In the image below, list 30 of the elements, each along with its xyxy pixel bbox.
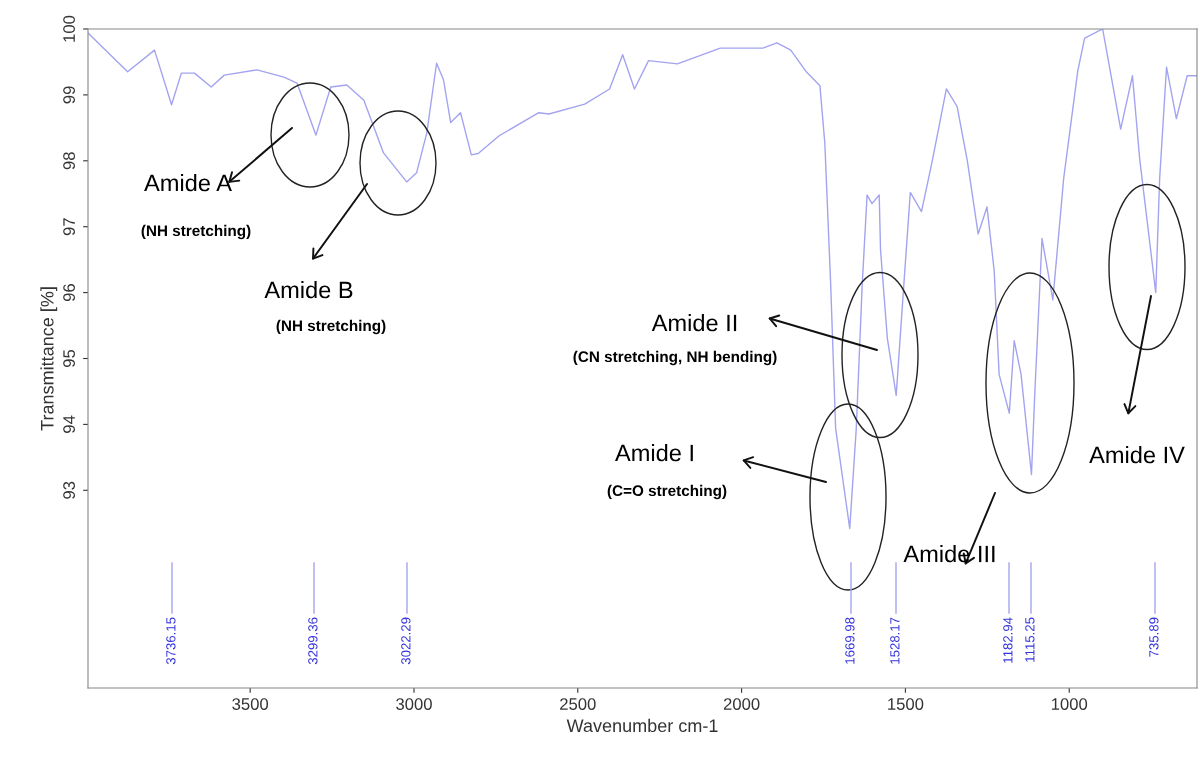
annotation: 3736.15 <box>166 617 176 665</box>
x-axis-title: Wavenumber cm-1 <box>566 718 718 733</box>
annotation: 1115.25 <box>1025 617 1035 662</box>
y-tick-label: 100 <box>63 15 75 42</box>
annotation: 3299.36 <box>308 617 318 665</box>
y-tick-label: 96 <box>63 284 75 302</box>
annotation: Amide B (NH stretching) <box>264 281 386 335</box>
y-tick-label: 93 <box>63 481 75 499</box>
annotation: Amide IV <box>1089 445 1185 464</box>
annotation: 3022.29 <box>401 617 411 665</box>
x-tick-label: 2500 <box>560 698 596 710</box>
y-tick-label: 98 <box>63 152 75 170</box>
annotation: Amide II (CN stretching, NH bending) <box>573 313 777 366</box>
annotation: 1182.94 <box>1003 617 1013 663</box>
annotation: Amide I (C=O stretching) <box>607 443 727 500</box>
annotation: Amide III <box>903 544 995 563</box>
annotation: 735.89 <box>1149 617 1159 657</box>
annotation: 1528.17 <box>890 617 900 664</box>
y-tick-label: 97 <box>63 218 75 236</box>
y-tick-label: 94 <box>63 415 75 433</box>
y-tick-label: 99 <box>63 86 75 104</box>
y-axis-title: Transmittance [%] <box>40 287 58 431</box>
x-tick-label: 1500 <box>888 698 924 710</box>
x-tick-label: 3500 <box>232 698 269 710</box>
x-tick-label: 2000 <box>723 698 760 710</box>
text: Amide A (NH stretching) <box>141 174 251 240</box>
y-tick-label: 95 <box>63 349 75 367</box>
x-tick-label: 3000 <box>396 698 432 710</box>
annotation: 1669.98 <box>845 617 855 664</box>
x-tick-label: 1000 <box>1051 698 1088 710</box>
